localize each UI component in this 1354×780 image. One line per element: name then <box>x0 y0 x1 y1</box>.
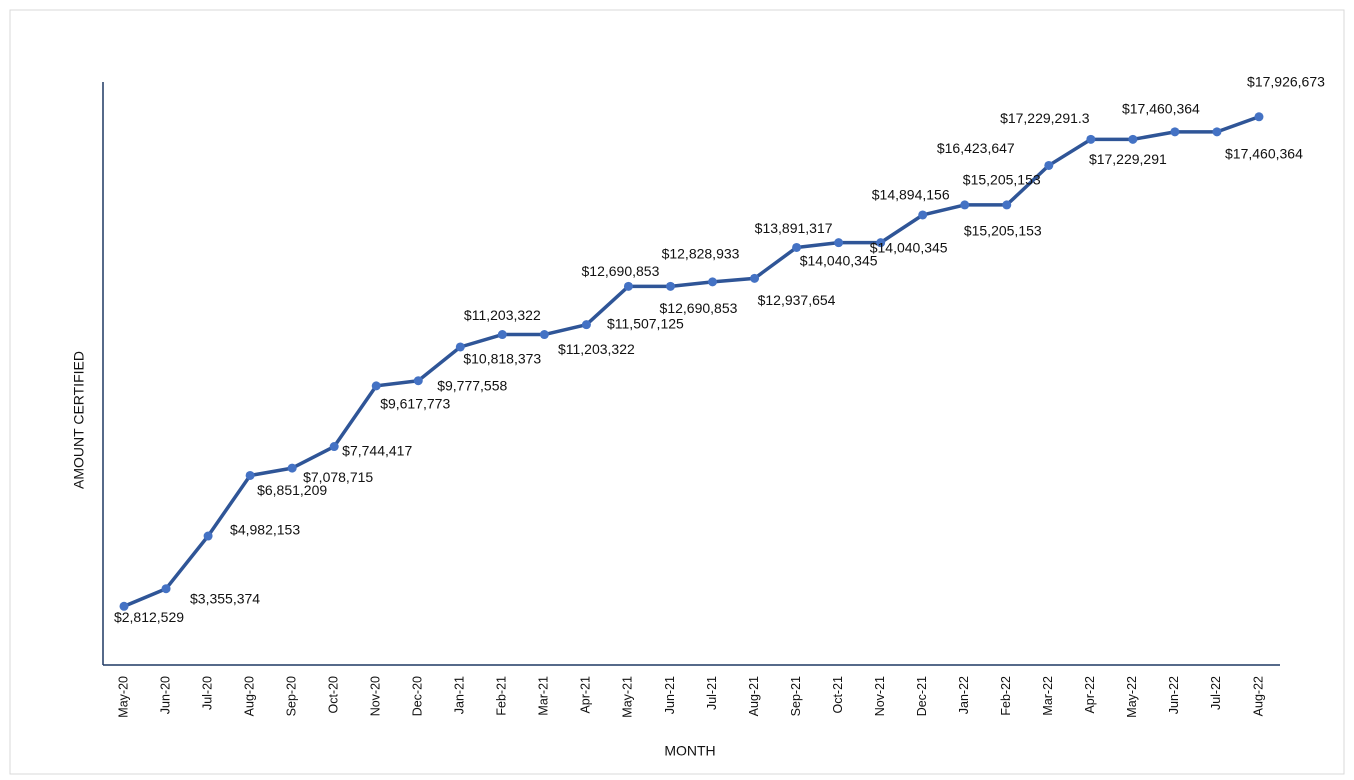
x-tick-label: Jun-21 <box>663 676 677 714</box>
data-label: $17,229,291.3 <box>1000 110 1090 126</box>
data-label: $11,203,322 <box>464 307 541 323</box>
x-axis-title: MONTH <box>664 743 715 759</box>
data-label: $2,812,529 <box>114 609 184 625</box>
data-label: $14,894,156 <box>872 187 950 203</box>
x-tick-label: Nov-21 <box>873 676 887 716</box>
marker <box>1254 112 1264 122</box>
x-tick-label: Aug-20 <box>242 676 256 716</box>
x-tick-label: Mar-21 <box>537 676 551 716</box>
marker <box>1170 127 1180 137</box>
x-tick-label: Jul-22 <box>1209 676 1223 710</box>
data-label: $15,205,153 <box>964 223 1042 239</box>
line <box>123 115 1260 608</box>
marker <box>1128 134 1138 144</box>
x-tick-label: Jun-20 <box>158 676 172 714</box>
data-label: $14,040,345 <box>870 239 948 255</box>
x-tick-label: Apr-21 <box>579 676 593 714</box>
data-label: $15,205,153 <box>963 172 1041 188</box>
marker <box>1212 127 1222 137</box>
marker <box>876 238 886 248</box>
data-label: $12,690,853 <box>660 300 738 316</box>
marker <box>119 601 129 611</box>
x-tick-label: Jul-21 <box>705 676 719 710</box>
marker <box>161 584 171 594</box>
x-tick-label: Jul-20 <box>200 676 214 710</box>
marker <box>708 277 718 287</box>
y-axis-title: AMOUNT CERTIFIED <box>71 351 87 489</box>
data-label: $17,460,364 <box>1122 101 1200 117</box>
marker <box>1086 134 1096 144</box>
marker <box>371 381 381 391</box>
x-tick-label: Mar-22 <box>1041 676 1055 716</box>
data-label: $13,891,317 <box>755 220 833 236</box>
chart-border <box>9 9 1345 775</box>
data-label: $4,982,153 <box>230 522 300 538</box>
x-tick-label: Dec-20 <box>411 676 425 716</box>
x-tick-label: Oct-21 <box>831 676 845 714</box>
marker <box>287 463 297 473</box>
marker <box>665 281 675 291</box>
x-tick-label: Feb-22 <box>999 676 1013 716</box>
data-label: $12,690,853 <box>582 263 660 279</box>
x-tick-label: Sep-20 <box>284 676 298 716</box>
data-label: $17,460,364 <box>1225 146 1303 162</box>
x-tick-label: Sep-21 <box>789 676 803 716</box>
data-label: $7,078,715 <box>303 469 373 485</box>
x-tick-label: Aug-21 <box>747 676 761 716</box>
data-label: $6,851,209 <box>257 482 327 498</box>
data-label: $11,507,125 <box>607 315 684 331</box>
x-tick-label: Jun-22 <box>1167 676 1181 714</box>
marker <box>623 281 633 291</box>
marker <box>792 242 802 252</box>
data-label: $16,423,647 <box>937 140 1015 156</box>
marker <box>750 273 760 283</box>
data-label: $11,203,322 <box>558 341 635 357</box>
marker <box>918 210 928 220</box>
data-label: $9,777,558 <box>437 377 507 393</box>
x-tick-label: May-22 <box>1125 676 1139 718</box>
marker <box>413 376 423 386</box>
marker <box>203 531 213 541</box>
marker <box>1044 160 1054 170</box>
x-tick-label: May-20 <box>116 676 130 718</box>
data-label: $10,818,373 <box>463 351 541 367</box>
marker <box>1002 200 1012 210</box>
data-label: $9,617,773 <box>380 396 450 412</box>
data-label: $7,744,417 <box>342 442 412 458</box>
marker <box>455 342 465 352</box>
data-label: $17,926,673 <box>1247 73 1325 89</box>
x-tick-label: Jan-21 <box>453 676 467 714</box>
marker <box>329 442 339 452</box>
data-label: $14,040,345 <box>800 252 878 268</box>
marker <box>539 330 549 340</box>
marker <box>960 200 970 210</box>
x-tick-label: Aug-22 <box>1251 676 1265 716</box>
x-tick-label: Oct-20 <box>326 676 340 714</box>
marker <box>245 470 255 480</box>
x-tick-label: Apr-22 <box>1083 676 1097 714</box>
x-tick-label: Dec-21 <box>915 676 929 716</box>
x-tick-label: Jan-22 <box>957 676 971 714</box>
marker <box>581 320 591 330</box>
marker <box>497 330 507 340</box>
data-label: $12,828,933 <box>662 246 740 262</box>
data-label: $17,229,291 <box>1089 151 1167 167</box>
data-label: $12,937,654 <box>758 292 836 308</box>
x-tick-label: Nov-20 <box>369 676 383 716</box>
data-label: $3,355,374 <box>190 590 260 606</box>
x-tick-label: May-21 <box>621 676 635 718</box>
x-tick-label: Feb-21 <box>495 676 509 716</box>
marker <box>834 238 844 248</box>
